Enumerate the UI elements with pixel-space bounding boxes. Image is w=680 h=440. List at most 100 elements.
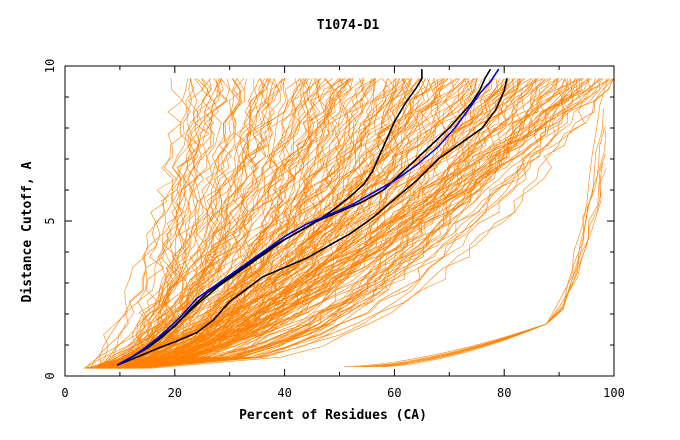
orange-model-curve: [99, 78, 229, 369]
orange-model-curve: [149, 78, 601, 369]
orange-model-curve: [139, 78, 227, 369]
orange-model-curve: [95, 78, 376, 369]
orange-model-curve: [105, 78, 563, 369]
x-tick-label: 0: [61, 386, 68, 400]
orange-model-curve: [123, 78, 342, 369]
orange-model-curve: [119, 78, 346, 369]
orange-model-curve: [140, 78, 591, 369]
x-tick-label: 100: [603, 386, 625, 400]
orange-model-curve: [137, 78, 537, 369]
orange-model-curve: [104, 78, 347, 369]
orange-model-curve: [94, 78, 212, 369]
orange-model-curve: [99, 78, 280, 369]
orange-outlier-curve: [355, 161, 603, 367]
orange-model-curve: [98, 78, 516, 369]
orange-model-curve: [141, 78, 335, 369]
orange-model-curve: [141, 78, 400, 369]
orange-model-curve: [105, 78, 427, 369]
orange-model-curve: [128, 78, 551, 369]
orange-model-curve: [92, 78, 376, 369]
orange-model-curve: [143, 78, 615, 369]
orange-model-curve: [96, 78, 474, 369]
orange-model-curve: [113, 78, 283, 369]
y-tick-label: 0: [43, 372, 57, 379]
orange-model-curve: [137, 78, 299, 369]
orange-model-curve: [93, 78, 322, 369]
orange-model-curve: [132, 78, 551, 369]
orange-model-curve: [132, 78, 603, 369]
y-axis-label: Distance Cutoff, A: [20, 161, 35, 302]
orange-model-curve: [84, 78, 461, 369]
orange-model-curve: [120, 78, 596, 369]
orange-model-curve: [99, 78, 212, 369]
orange-model-curve: [93, 78, 412, 369]
x-tick-label: 20: [168, 386, 182, 400]
orange-model-curve: [97, 78, 245, 369]
orange-model-curve: [104, 78, 238, 369]
orange-model-curve: [103, 78, 615, 369]
orange-model-curve: [132, 78, 400, 369]
orange-outlier-curve: [369, 130, 607, 367]
orange-model-curve: [90, 78, 413, 369]
orange-model-curve: [109, 78, 572, 369]
orange-model-curve: [114, 78, 559, 369]
orange-model-curve: [109, 78, 509, 369]
orange-model-curve: [103, 78, 242, 369]
orange-model-curve: [106, 78, 589, 369]
orange-outlier-curve: [381, 168, 607, 367]
orange-model-curves: [84, 78, 615, 369]
orange-model-curve: [93, 78, 514, 369]
orange-model-curve: [123, 78, 469, 369]
orange-model-curve: [90, 78, 520, 369]
orange-model-curve: [128, 78, 611, 369]
orange-model-curve: [104, 78, 509, 369]
orange-model-curve: [97, 78, 576, 369]
orange-model-curve: [96, 78, 224, 369]
orange-model-curve: [102, 78, 354, 369]
orange-model-curve: [89, 78, 219, 369]
orange-model-curve: [130, 78, 426, 369]
orange-model-curve: [98, 78, 539, 369]
y-tick-label: 5: [43, 217, 57, 224]
orange-model-curve: [127, 78, 209, 369]
orange-model-curve: [122, 78, 377, 369]
x-tick-label: 40: [277, 386, 291, 400]
orange-model-curve: [101, 78, 438, 369]
y-tick-label: 10: [43, 59, 57, 73]
orange-model-curve: [126, 78, 582, 369]
orange-model-curve: [94, 78, 287, 369]
orange-model-curve: [118, 78, 568, 369]
orange-model-curve: [100, 78, 615, 369]
orange-model-curve: [141, 78, 584, 369]
orange-model-curve: [89, 78, 477, 369]
orange-model-curve: [89, 78, 508, 369]
orange-model-curve: [124, 78, 565, 369]
orange-model-curve: [119, 78, 283, 369]
orange-model-curve: [144, 78, 559, 369]
orange-model-curve: [100, 78, 221, 369]
x-tick-label: 60: [387, 386, 401, 400]
orange-model-curve: [120, 78, 572, 369]
orange-model-curve: [118, 78, 518, 369]
highlighted-model-curves: [116, 68, 508, 366]
orange-outlier-curve: [343, 126, 606, 367]
orange-model-curve: [109, 78, 509, 369]
orange-model-curve: [99, 78, 350, 369]
black-model-curve-3: [116, 78, 508, 366]
orange-model-curve: [118, 78, 546, 369]
blue-model-curve-4: [116, 68, 500, 366]
orange-model-curve: [91, 78, 601, 369]
orange-model-curve: [102, 78, 608, 369]
orange-model-curve: [89, 78, 603, 369]
orange-model-curve: [138, 78, 591, 369]
x-tick-label: 80: [497, 386, 511, 400]
orange-model-curve: [110, 78, 270, 369]
plot-frame: 0 20 40 60 80 100 0 5 10: [43, 59, 625, 400]
orange-model-curve: [140, 78, 526, 369]
black-model-curve-2: [119, 68, 492, 365]
orange-model-curve: [126, 78, 614, 369]
orange-model-curve: [105, 78, 364, 369]
orange-model-curve: [130, 78, 524, 369]
orange-model-curve: [87, 78, 589, 369]
chart-title: T1074-D1: [317, 18, 380, 33]
